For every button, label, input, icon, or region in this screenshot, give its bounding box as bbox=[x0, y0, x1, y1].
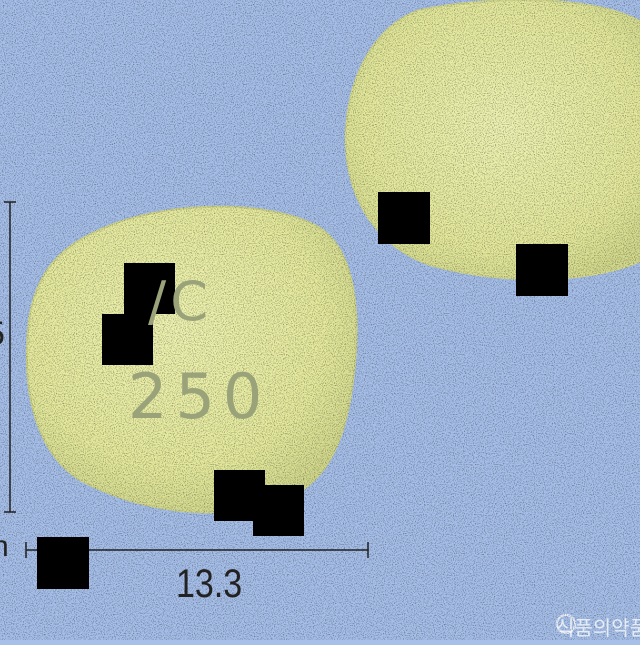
width-measurement-label: 13.3 bbox=[176, 562, 243, 606]
watermark-text: 식품의약품안 bbox=[556, 618, 640, 640]
pill-imprint-line2: 250 bbox=[128, 360, 271, 433]
height-measurement-fragment: 5 bbox=[0, 315, 5, 354]
pill-imprint-line1: /C bbox=[148, 270, 212, 333]
unit-label-fragment: n bbox=[0, 530, 9, 563]
